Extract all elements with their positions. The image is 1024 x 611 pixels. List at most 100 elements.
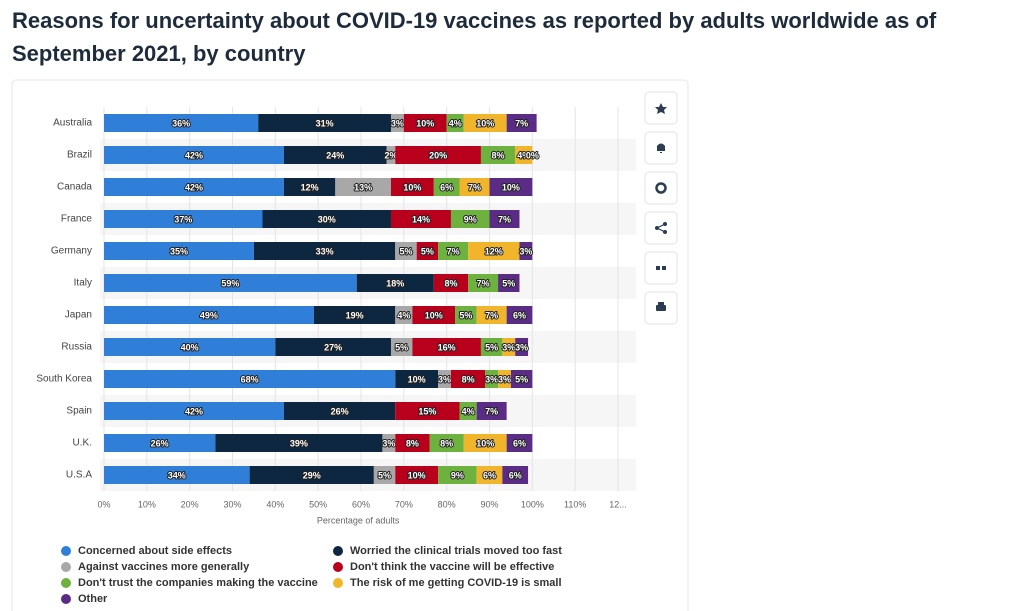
y-tick-label: Brazil [67, 150, 92, 161]
value-label: 27% [324, 342, 342, 352]
bar-segment [480, 146, 516, 164]
value-label: 26% [331, 406, 349, 416]
x-tick-label: 60% [352, 499, 370, 509]
value-label: 8% [444, 278, 457, 288]
x-tick-label: 100% [521, 499, 544, 509]
gear-icon [655, 182, 667, 194]
value-label: 18% [386, 278, 404, 288]
bar-segment [104, 114, 259, 132]
value-label: 7% [447, 246, 460, 256]
value-label: 40% [181, 342, 199, 352]
y-tick-label: U.S.A [66, 470, 92, 481]
x-tick-label: 20% [181, 499, 199, 509]
value-label: 37% [174, 214, 192, 224]
bar-segment [104, 210, 263, 228]
bar-segment [356, 274, 434, 292]
bar-segment [485, 370, 499, 388]
chart-title: Reasons for uncertainty about COVID-19 v… [12, 8, 937, 66]
value-label: 59% [221, 278, 239, 288]
value-label: 3% [519, 246, 532, 256]
value-label: 10% [425, 310, 443, 320]
value-label: 8% [406, 438, 419, 448]
value-label: 26% [151, 438, 169, 448]
bar-segment [476, 466, 503, 484]
bar-segment [390, 338, 413, 356]
bar-segment [502, 466, 529, 484]
cite-button[interactable] [644, 251, 678, 285]
legend-marker [333, 562, 343, 572]
bar-segment [249, 466, 374, 484]
value-label: 39% [290, 438, 308, 448]
y-tick-label: Russia [61, 342, 92, 353]
value-label: 5% [395, 342, 408, 352]
bar-segment [446, 114, 464, 132]
value-label: 6% [513, 310, 526, 320]
print-icon [656, 302, 666, 311]
value-label: 30% [318, 214, 336, 224]
toolbar-icons [655, 103, 667, 311]
x-tick-label: 80% [438, 499, 456, 509]
bar-segment [438, 370, 451, 388]
bar-segment [463, 434, 507, 452]
bar-segment [390, 114, 404, 132]
bar-segment [506, 434, 533, 452]
x-tick-label: 10% [138, 499, 156, 509]
bar-segment [438, 242, 469, 260]
legend-marker [61, 594, 71, 604]
y-tick-label: France [61, 214, 93, 225]
value-label: 7% [468, 182, 481, 192]
bar-segment [498, 370, 511, 388]
bar-segment [403, 114, 447, 132]
value-label: 5% [421, 246, 434, 256]
bar-segment [104, 306, 314, 324]
x-tick-label: 40% [266, 499, 284, 509]
value-label: 6% [440, 182, 453, 192]
bar-segment [104, 178, 284, 196]
value-label: 33% [316, 246, 334, 256]
bar-segment [395, 434, 430, 452]
value-label: 3% [438, 374, 451, 384]
bar-segment [468, 242, 520, 260]
value-label: 20% [429, 150, 447, 160]
bar-segment [283, 402, 396, 420]
bar-segment [506, 114, 537, 132]
value-label: 42% [185, 406, 203, 416]
x-tick-label: 30% [223, 499, 241, 509]
bar-segment [395, 242, 417, 260]
value-label: 10% [416, 118, 434, 128]
value-label: 7% [498, 214, 511, 224]
bar-segment [433, 274, 469, 292]
bar-segment [395, 370, 439, 388]
bar-segment [429, 434, 464, 452]
bar-segment [450, 370, 486, 388]
value-label: 7% [477, 278, 490, 288]
bar-segment [395, 306, 413, 324]
bar-segment [476, 306, 507, 324]
bar-segment [104, 146, 284, 164]
legend-marker [61, 562, 71, 572]
value-label: 3% [391, 118, 404, 128]
bar-segment [463, 114, 507, 132]
legend-label: Don't trust the companies making the vac… [78, 577, 318, 589]
value-label: 10% [408, 470, 426, 480]
value-label: 9% [464, 214, 477, 224]
value-label: 4% [449, 118, 462, 128]
bar-segment [253, 242, 396, 260]
bar-segment [416, 242, 439, 260]
value-label: 19% [346, 310, 364, 320]
bar-segment [519, 242, 533, 260]
value-label: 10% [403, 182, 421, 192]
settings-button[interactable] [644, 171, 678, 205]
bar-segment [480, 338, 503, 356]
value-label: 8% [492, 150, 505, 160]
value-label: 4% [517, 150, 530, 160]
value-label: 36% [172, 118, 190, 128]
bar-segment [104, 402, 284, 420]
value-label: 4% [462, 406, 475, 416]
legend-marker [61, 578, 71, 588]
share-button[interactable] [644, 211, 678, 245]
value-label: 14% [412, 214, 430, 224]
value-label: 10% [502, 182, 520, 192]
bar-segment [382, 434, 396, 452]
value-label: 3% [515, 342, 528, 352]
